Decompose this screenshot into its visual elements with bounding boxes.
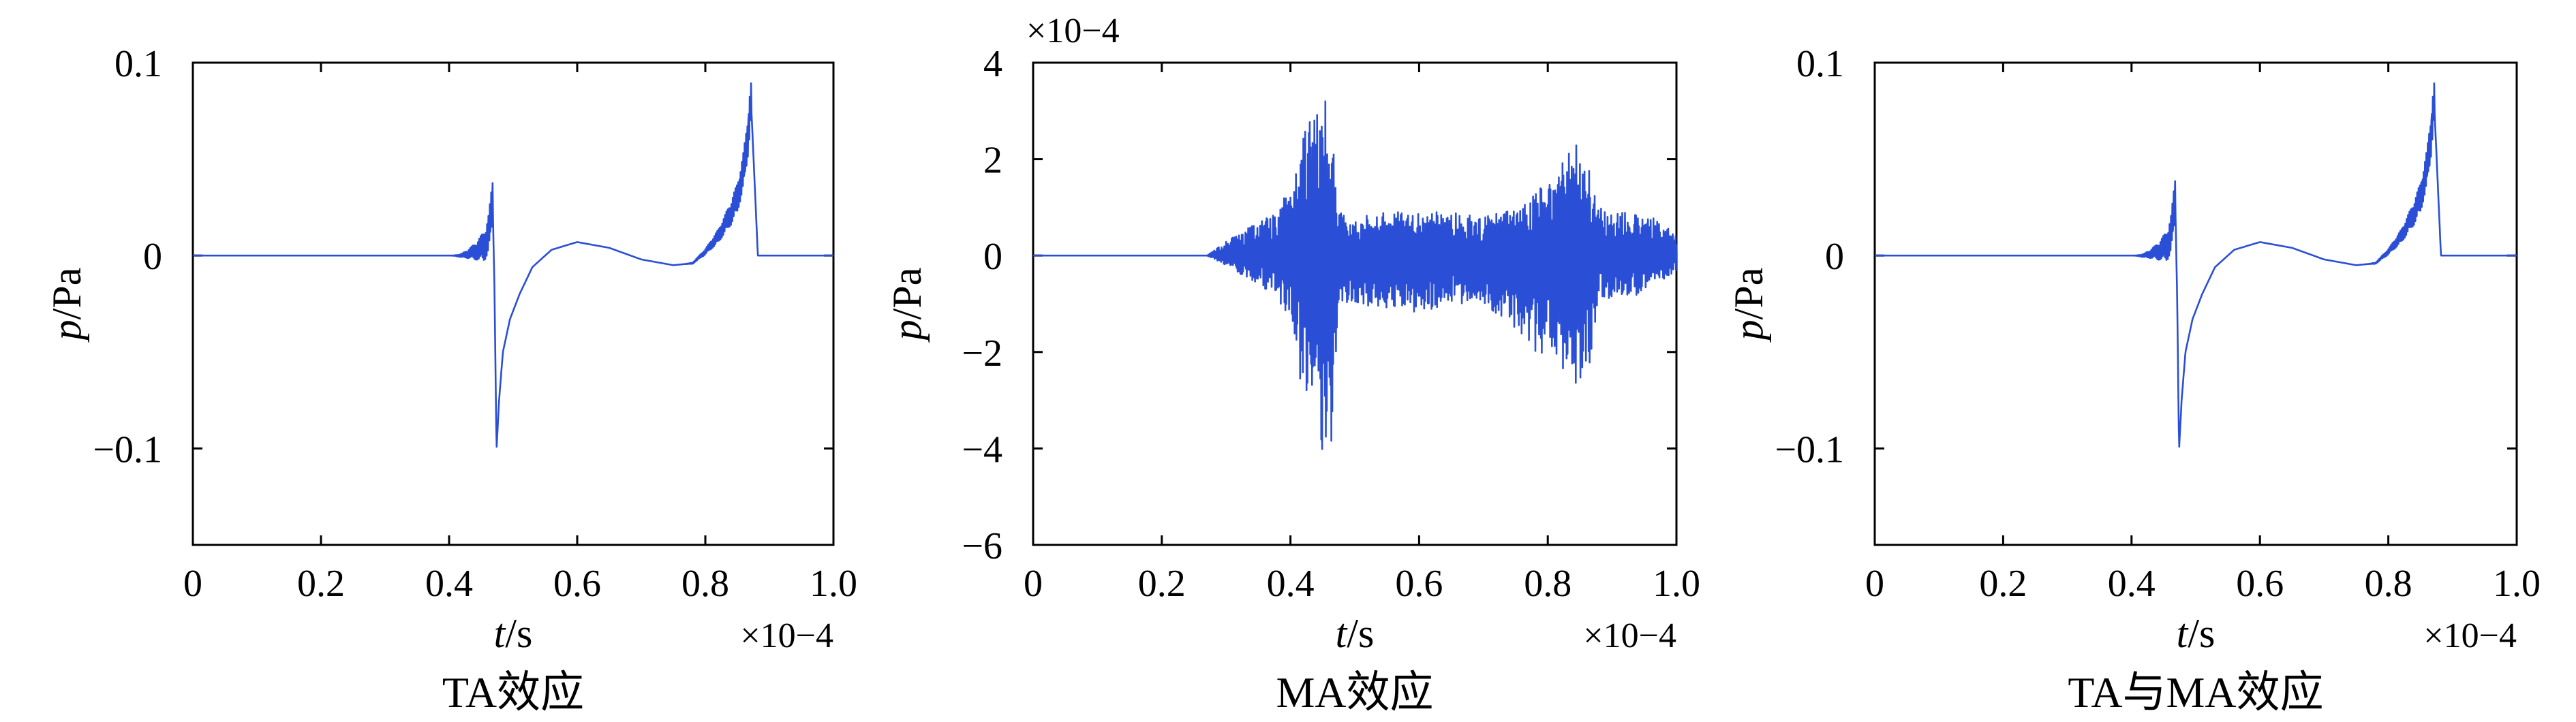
y-tick-label: −4 xyxy=(962,428,1002,471)
x-tick-label: 0.6 xyxy=(2236,563,2284,605)
y-tick-label: −0.1 xyxy=(93,428,162,471)
x-tick-label: 0.6 xyxy=(553,563,601,605)
x-tick-label: 0.4 xyxy=(2108,563,2156,605)
panel-caption: MA效应 xyxy=(1276,668,1433,717)
y-axis-label: p/Pa xyxy=(885,268,930,343)
y-tick-label: −0.1 xyxy=(1775,428,1844,471)
x-tick-label: 1.0 xyxy=(810,563,857,605)
chart-panel-ta-effect: 0 0.2 0.4 0.6 0.8 1.0 −0.1 0 0.1 t/s ×10−4 p/Pa TA效应 xyxy=(44,43,857,717)
plot-frame xyxy=(1873,61,2518,546)
x-tick-label: 0.8 xyxy=(1524,563,1571,605)
x-axis-label: t/s xyxy=(1336,611,1375,656)
y-tick-label: −6 xyxy=(962,525,1002,567)
x-tick-label: 0.4 xyxy=(1267,563,1315,605)
chart-panel-ta-ma-effect: 0 0.2 0.4 0.6 0.8 1.0 −0.1 0 0.1 t/s ×10−4 p/Pa TA与M… xyxy=(1726,43,2541,717)
y-tick-label: 4 xyxy=(983,43,1002,85)
series-line xyxy=(1032,100,1678,450)
x-tick-label: 0.4 xyxy=(425,563,473,605)
y-tick-label: 0 xyxy=(983,236,1002,278)
y-tick-label: 0 xyxy=(143,236,162,278)
chart-panel-ma-effect: 0 0.2 0.4 0.6 0.8 1.0 −6 −4 −2 0 2 4 t/s ×10−4 ×10−4 p/… xyxy=(885,12,1700,717)
x-axis-label: t/s xyxy=(494,611,533,656)
x-tick-label: 0 xyxy=(1024,563,1043,605)
x-tick-label: 0 xyxy=(1865,563,1884,605)
panel-caption: TA与MA效应 xyxy=(2068,668,2323,717)
x-tick-label: 0.2 xyxy=(1979,563,2027,605)
y-axis-label: p/Pa xyxy=(44,268,89,343)
y-tick-label: 0.1 xyxy=(114,43,162,85)
y-axis-label: p/Pa xyxy=(1726,268,1771,343)
x-axis-multiplier: ×10−4 xyxy=(1583,616,1676,655)
y-tick-label: 2 xyxy=(983,140,1002,182)
x-tick-label: 1.0 xyxy=(2493,563,2541,605)
x-tick-label: 0.8 xyxy=(2365,563,2412,605)
x-tick-label: 0.2 xyxy=(1138,563,1186,605)
x-axis-multiplier: ×10−4 xyxy=(2423,616,2517,655)
plot-frame xyxy=(1032,61,1678,546)
x-axis-multiplier: ×10−4 xyxy=(740,616,833,655)
x-tick-label: 0.8 xyxy=(681,563,729,605)
y-axis-multiplier: ×10−4 xyxy=(1026,12,1120,50)
plot-frame xyxy=(191,61,835,546)
x-tick-label: 0.6 xyxy=(1395,563,1443,605)
x-tick-label: 1.0 xyxy=(1653,563,1700,605)
series-line xyxy=(1874,82,2517,448)
series-line xyxy=(192,82,834,448)
x-axis-label: t/s xyxy=(2177,611,2215,656)
x-tick-label: 0.2 xyxy=(297,563,345,605)
y-tick-label: 0.1 xyxy=(1796,43,1844,85)
y-tick-label: 0 xyxy=(1825,236,1844,278)
panel-caption: TA效应 xyxy=(442,668,584,717)
x-tick-label: 0 xyxy=(183,563,202,605)
y-tick-label: −2 xyxy=(962,332,1002,375)
